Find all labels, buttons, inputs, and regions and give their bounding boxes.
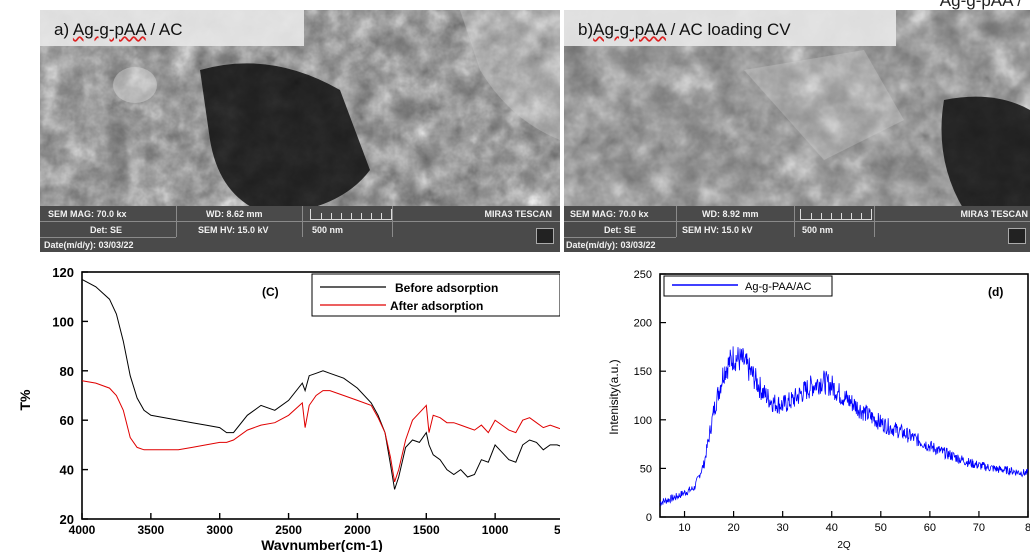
xrd-legend-box (663, 275, 833, 297)
xrd-y-tick-label: 50 (640, 463, 652, 475)
sem-b-hv: SEM HV: 15.0 kV (682, 225, 753, 235)
ftir-legend-box (311, 273, 560, 317)
ftir-x-tick-label: 1500 (413, 523, 440, 537)
xrd-xlabel: 2Q (837, 540, 851, 551)
ftir-x-tick-label: 2500 (275, 523, 302, 537)
ftir-y-tick-label: 60 (60, 413, 74, 428)
xrd-ylabel: Intenisity(a.u.) (607, 359, 621, 434)
sem-a-brand: MIRA3 TESCAN (484, 209, 552, 219)
xrd-plot-frame (659, 273, 1029, 518)
ftir-x-tick-label: 3000 (206, 523, 233, 537)
sem-a-det: Det: SE (90, 225, 123, 235)
sem-image-b: b)Ag-g-pAA / AC loading CV SEM MAG: 70.0… (564, 10, 1030, 252)
sem-b-wd: WD: 8.92 mm (702, 209, 759, 219)
xrd-legend: Ag-g-PAA/AC (663, 275, 833, 297)
ftir-x-tick-label: 1000 (482, 523, 509, 537)
sem-b-mag: SEM MAG: 70.0 kx (570, 209, 649, 219)
sem-b-scale-bar (800, 209, 872, 220)
xrd-y-tick-label: 200 (634, 318, 652, 330)
xrd-y-tick-label: 0 (646, 512, 652, 524)
ftir-x-tick-label: 2000 (344, 523, 371, 537)
sem-a-scale-label: 500 nm (312, 225, 344, 235)
xrd-y-tick-label: 150 (634, 366, 652, 378)
top-cut-text: Ag-g-pAA / (939, 0, 1022, 10)
series-ag-g-paa-ac (659, 346, 1029, 507)
sem-a-wd: WD: 8.62 mm (206, 209, 263, 219)
sem-b-scale-label: 500 nm (802, 225, 834, 235)
xrd-y-tick-label: 100 (634, 415, 652, 427)
xrd-x-tick-label: 10 (678, 522, 690, 534)
xrd-x-tick-label: 20 (727, 522, 739, 534)
sem-b-infobar: SEM MAG: 70.0 kx WD: 8.92 mm MIRA3 TESCA… (564, 206, 1030, 252)
tescan-logo-icon (1008, 228, 1026, 244)
legend-label-after: After adsorption (390, 299, 483, 313)
sem-a-mag: SEM MAG: 70.0 kx (48, 209, 127, 219)
ftir-x-tick-label: 3500 (138, 523, 165, 537)
sem-b-title: b)Ag-g-pAA / AC loading CV (564, 10, 896, 46)
xrd-x-tick-label: 8 (1025, 522, 1030, 534)
legend-label-before: Before adsorption (395, 281, 498, 295)
ftir-ylabel: T% (17, 389, 33, 411)
ftir-x-tick-label: 500 (554, 523, 560, 537)
legend-label-xrd: Ag-g-PAA/AC (745, 281, 811, 293)
xrd-x-tick-label: 40 (826, 522, 838, 534)
ftir-chart: 4000 3500 3000 2500 2000 1500 1000 500 20 40 60 80 1… (17, 265, 560, 552)
sem-a-title: a) Ag-g-pAA / AC (40, 10, 304, 46)
sem-a-hv: SEM HV: 15.0 kV (198, 225, 269, 235)
sem-b-date: Date(m/d/y): 03/03/22 (566, 240, 656, 250)
xrd-panel-label: (d) (988, 285, 1003, 299)
series-before-adsorption (81, 278, 560, 490)
ftir-x-tick-label: 4000 (69, 523, 96, 537)
xrd-x-tick-label: 60 (924, 522, 936, 534)
tescan-logo-icon (536, 228, 554, 244)
ftir-panel-label: (C) (262, 285, 279, 299)
ftir-y-tick-label: 20 (60, 512, 74, 527)
series-after-adsorption (81, 380, 560, 483)
sem-a-scale-bar (310, 209, 392, 220)
xrd-x-tick-label: 50 (875, 522, 887, 534)
sem-b-brand: MIRA3 TESCAN (960, 209, 1028, 219)
ftir-y-tick-label: 120 (52, 265, 74, 280)
ftir-plot-frame (81, 271, 560, 520)
ftir-y-tick-label: 80 (60, 364, 74, 379)
xrd-x-tick-label: 30 (777, 522, 789, 534)
ftir-y-tick-label: 40 (60, 463, 74, 478)
sem-a-infobar: SEM MAG: 70.0 kx WD: 8.62 mm MIRA3 TESCA… (40, 206, 560, 252)
xrd-x-tick-label: 70 (973, 522, 985, 534)
sem-image-a: a) Ag-g-pAA / AC SEM MAG: 70.0 kx WD: 8.… (40, 10, 560, 252)
sem-b-det: Det: SE (604, 225, 637, 235)
ftir-xlabel: Wavnumber(cm-1) (261, 537, 383, 552)
sem-a-date: Date(m/d/y): 03/03/22 (44, 240, 134, 250)
xrd-y-tick-label: 250 (634, 269, 652, 281)
ftir-legend: Before adsorption After adsorption (311, 273, 560, 317)
ftir-y-tick-label: 100 (52, 314, 74, 329)
